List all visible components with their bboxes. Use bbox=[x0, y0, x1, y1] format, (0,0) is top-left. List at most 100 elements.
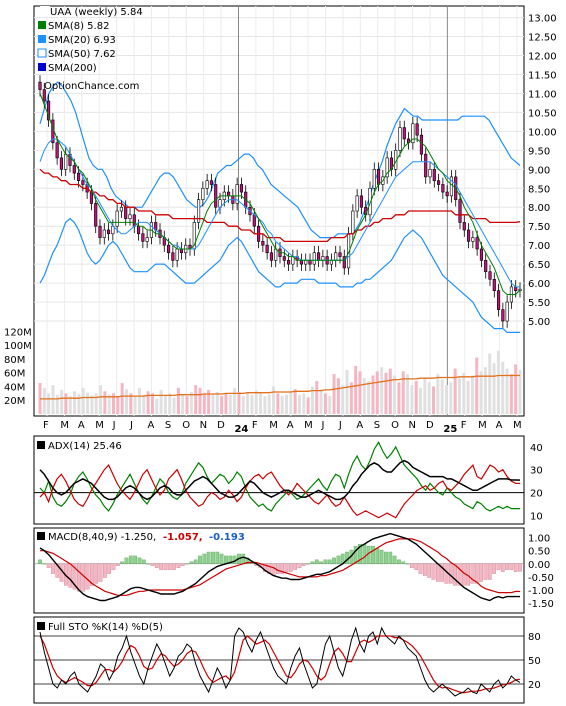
volume-bar bbox=[73, 391, 77, 414]
volume-bar bbox=[60, 389, 64, 414]
macd-hist-bar bbox=[427, 563, 432, 578]
candle-body bbox=[171, 252, 175, 261]
legend-swatch-sma50 bbox=[37, 48, 47, 58]
candle-body bbox=[55, 142, 59, 159]
candle-body bbox=[81, 180, 85, 185]
candle-body bbox=[209, 180, 214, 185]
macd-hist-bar bbox=[314, 559, 319, 564]
volume-bar bbox=[124, 389, 128, 414]
price-grid bbox=[34, 6, 524, 416]
candle-body bbox=[445, 191, 449, 197]
volume-bar bbox=[505, 368, 509, 414]
volume-bar bbox=[202, 393, 206, 414]
macd-hist-bar bbox=[46, 563, 51, 568]
macd-hist-bar bbox=[479, 563, 483, 582]
price-panel: 120M 100M 80M 60M 40M 20M 13.00 12.50 12.00 11.5… bbox=[4, 5, 557, 435]
candle-body bbox=[179, 248, 184, 254]
volume-bar bbox=[488, 353, 492, 414]
price-tick-label: 6.00 bbox=[528, 279, 550, 290]
candle-body bbox=[488, 271, 492, 280]
price-tick-label: 8.50 bbox=[528, 184, 550, 195]
candle-body bbox=[329, 260, 334, 265]
volume-bar bbox=[423, 378, 427, 414]
volume-axis: 120M 100M 80M 60M 40M 20M bbox=[4, 327, 32, 407]
macd-hist-bar bbox=[38, 559, 42, 564]
candle-body bbox=[59, 157, 64, 170]
adx-tick-label: 20 bbox=[530, 489, 543, 500]
volume-bar bbox=[185, 396, 189, 414]
bollinger-upper bbox=[39, 81, 521, 239]
macd-hist-bar bbox=[176, 563, 181, 568]
candle-body bbox=[368, 187, 372, 216]
adx-tick-label: 30 bbox=[530, 466, 543, 477]
candle-body bbox=[449, 176, 454, 197]
volume-bar bbox=[107, 394, 111, 414]
candle-body bbox=[98, 225, 102, 238]
candle-body bbox=[471, 237, 475, 242]
x-tick-label: S bbox=[165, 420, 171, 431]
macd-hist-bar bbox=[505, 563, 509, 570]
candle-body bbox=[132, 214, 136, 227]
macd-hist-bar bbox=[388, 551, 393, 564]
volume-bar bbox=[284, 394, 288, 414]
candle-body bbox=[372, 169, 376, 189]
volume-bars bbox=[38, 350, 522, 414]
volume-bar bbox=[449, 382, 453, 414]
candle-body bbox=[419, 134, 424, 155]
candle-body bbox=[145, 237, 149, 242]
volume-tick-label: 80M bbox=[4, 355, 25, 366]
price-tick-label: 7.50 bbox=[528, 222, 550, 233]
x-tick-label: F bbox=[43, 420, 49, 431]
volume-bar bbox=[112, 393, 116, 414]
macd-hist-bar bbox=[81, 563, 86, 592]
x-tick-label: A bbox=[287, 420, 294, 431]
volume-bar bbox=[479, 371, 483, 414]
candle-body bbox=[441, 184, 445, 193]
volume-bar bbox=[410, 385, 414, 414]
candle-body bbox=[505, 301, 509, 322]
volume-tick-label: 120M bbox=[4, 327, 32, 338]
volume-bar bbox=[207, 389, 211, 414]
volume-bar bbox=[51, 385, 55, 414]
volume-bar bbox=[150, 393, 154, 414]
volume-bar bbox=[159, 389, 163, 414]
stochastic-tick-label: 20 bbox=[528, 680, 541, 691]
volume-bar bbox=[220, 396, 224, 414]
price-tick-label: 7.00 bbox=[528, 241, 550, 252]
macd-hist-bar bbox=[98, 563, 103, 582]
macd-hist-bar bbox=[120, 561, 125, 564]
macd-hist-bar bbox=[241, 553, 246, 564]
volume-bar bbox=[362, 378, 366, 414]
volume-tick-label: 40M bbox=[4, 382, 25, 393]
macd-hist-bar bbox=[518, 563, 522, 572]
macd-hist-bar bbox=[410, 563, 414, 568]
price-tick-label: 12.00 bbox=[528, 52, 557, 63]
candle-body bbox=[398, 127, 402, 151]
candle-body bbox=[269, 252, 274, 261]
macd-hist-bar bbox=[215, 551, 220, 564]
x-tick-label: M bbox=[304, 420, 313, 431]
volume-bar bbox=[401, 371, 405, 414]
candle-body bbox=[312, 252, 316, 265]
macd-hist-bar bbox=[332, 557, 336, 564]
price-tick-label: 10.50 bbox=[528, 108, 557, 119]
stochastic-panel: 80 50 20 Full STO %K(14) %D(5) bbox=[33, 616, 541, 704]
price-tick-label: 6.50 bbox=[528, 260, 550, 271]
sma50-line bbox=[39, 168, 521, 243]
candle-body bbox=[201, 187, 205, 200]
macd-hist-bar bbox=[280, 563, 285, 574]
macd-hist-bar bbox=[68, 563, 73, 588]
macd-histogram-value: -0.193 bbox=[209, 532, 245, 543]
candle-body bbox=[321, 256, 325, 261]
volume-bar bbox=[332, 374, 336, 414]
volume-bar bbox=[341, 385, 345, 414]
macd-tick-label: 0.50 bbox=[528, 547, 550, 558]
macd-hist-bar bbox=[72, 563, 77, 590]
sma8-line bbox=[39, 93, 521, 295]
macd-hist-bar bbox=[103, 563, 107, 578]
stochastic-tick-label: 50 bbox=[528, 656, 541, 667]
macd-tick-label: -1.50 bbox=[528, 599, 554, 610]
volume-bar bbox=[189, 391, 193, 414]
macd-hist-bar bbox=[496, 563, 501, 570]
volume-bar bbox=[267, 394, 271, 414]
